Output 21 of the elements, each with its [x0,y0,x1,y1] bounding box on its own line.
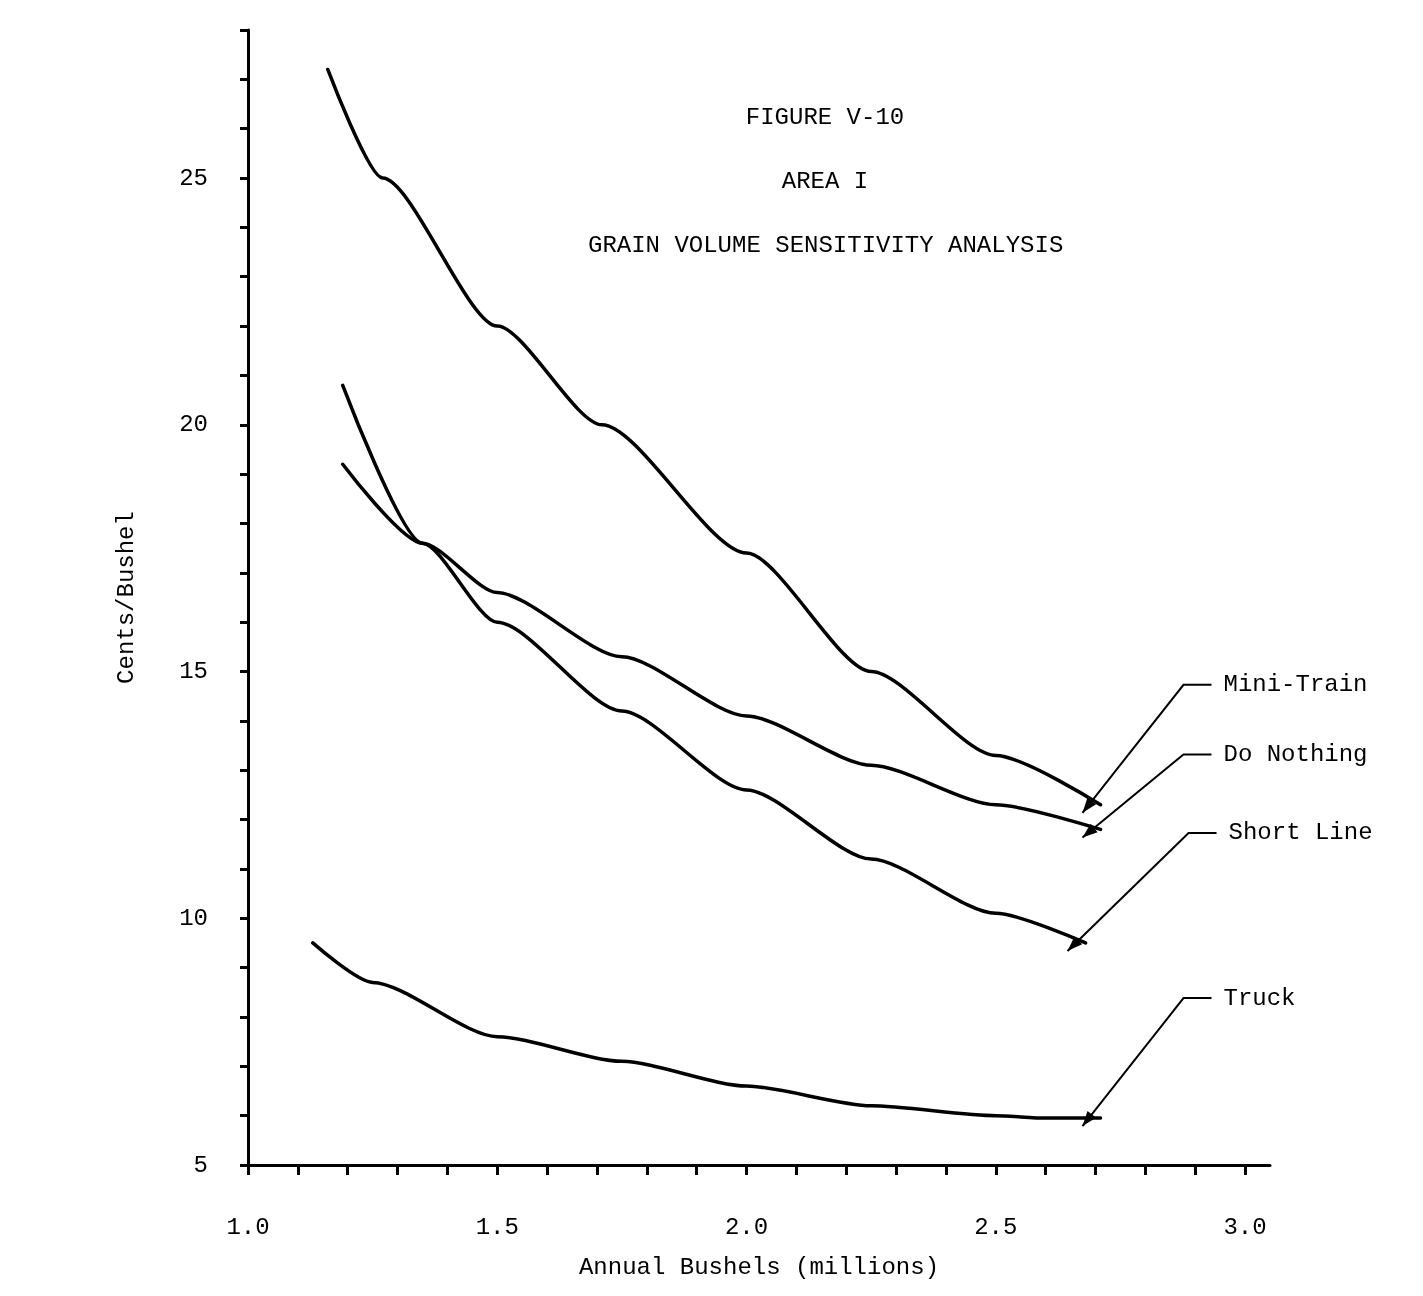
y-tick-label: 15 [179,658,208,686]
line-series [326,67,1103,807]
x-tick-label: 2.0 [724,1213,769,1241]
text: Mini-Train [1223,671,1368,699]
x-tick-label: 3.0 [1223,1213,1267,1241]
text: AREA I [781,167,869,195]
y-axis-title: Cents/Bushel [112,511,140,684]
y-tick-label: 10 [179,904,208,932]
x-tick-label: 1.5 [475,1213,519,1241]
annotation: GRAIN VOLUME SENSITIVITY ANALYSIS [588,231,1064,259]
text: Short Line [1228,819,1373,847]
y-tick-label: 20 [179,411,208,439]
x-tick-label: 2.5 [974,1213,1018,1241]
y-tick-label: 25 [179,164,208,192]
text: FIGURE V-10 [745,103,905,131]
line-series [311,941,1103,1120]
x-axis-title: Annual Bushels (millions) [578,1253,940,1281]
text: Do Nothing [1223,740,1368,768]
y-tick-label: 5 [193,1151,208,1179]
text: Truck [1223,984,1296,1012]
x-tick-label: 1.0 [226,1213,270,1241]
